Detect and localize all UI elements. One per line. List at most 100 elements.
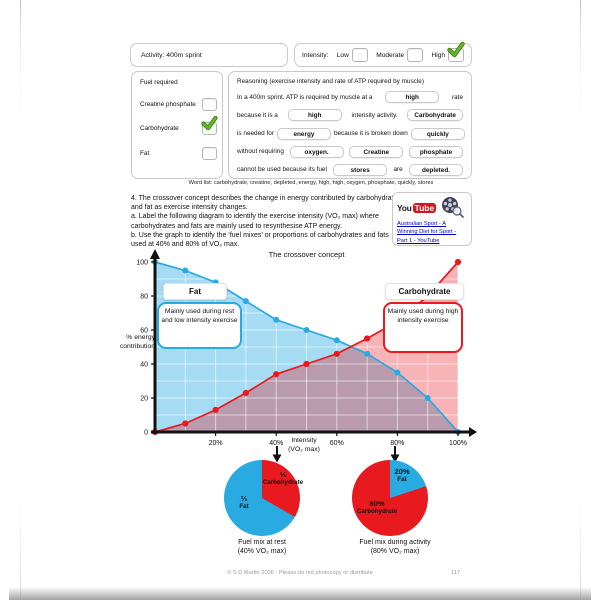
reasoning-text: because it is a (237, 111, 278, 119)
question-4b: b. Use the graph to identify the ‘fuel m… (131, 231, 389, 249)
pie-slice-value: ⅓ (279, 470, 287, 479)
fat-annotation-bubble: Mainly used during rest and low intensit… (157, 302, 242, 349)
pie-slice-name: Fat (397, 476, 407, 484)
intensity-low-checkbox[interactable] (351, 48, 368, 62)
check-icon (447, 42, 465, 58)
pie-caption-activity: Fuel mix during activity (80% VO₂ max) (337, 538, 453, 557)
reasoning-text: is needed for (237, 130, 274, 138)
pie-chart-rest (224, 460, 300, 536)
reasoning-line: is needed for energy because it is broken … (237, 127, 465, 140)
reasoning-lines: In a 400m sprint, ATP is required by mus… (237, 91, 465, 176)
intensity-low-label: Low (336, 51, 349, 59)
pie-slice-name: Carbohydrate (262, 479, 304, 487)
svg-text:100: 100 (136, 260, 148, 267)
answer-chip: high (287, 109, 342, 122)
question-4a: a. Label the following diagram to identi… (131, 213, 379, 230)
intensity-option-high: High (431, 42, 465, 62)
answer-chip: phosphate (408, 145, 463, 158)
y-axis-label: % energy contribution (119, 334, 155, 350)
youtube-logo-row: You Tube (397, 196, 467, 218)
pie-slice-label: ⅓ Carbohydrate (257, 470, 309, 487)
intensity-option-moderate: Moderate (376, 48, 424, 62)
fuel-fat-label: Fat (140, 149, 150, 157)
pie-slice-value: ⅔ (240, 494, 248, 503)
reasoning-text: are (393, 166, 403, 174)
fuel-creatine-checkbox[interactable] (202, 97, 217, 111)
page-bottom-shadow (9, 587, 591, 600)
svg-text:80: 80 (140, 294, 148, 301)
film-reel-icon (442, 197, 465, 218)
pie-caption-line1: Fuel mix during activity (359, 539, 431, 546)
page-edge-left (20, 0, 21, 600)
svg-text:40%: 40% (269, 440, 283, 447)
reasoning-line: because it is a high intensity activity. Ca… (237, 109, 463, 122)
activity-label: Activity: 400m sprint (141, 51, 202, 59)
svg-text:100%: 100% (449, 440, 467, 447)
answer-chip: stores (333, 163, 388, 176)
intensity-high-label: High (431, 51, 445, 59)
fuel-required-title: Fuel required (140, 79, 178, 86)
answer-chip: Creatine (349, 145, 404, 158)
reasoning-text: In a 400m sprint, ATP is required by mus… (237, 93, 373, 101)
fuel-option-creatine-phosphate: Creatine phosphate (132, 97, 222, 111)
svg-text:0: 0 (144, 430, 148, 437)
pie-chart-activity (352, 460, 428, 536)
svg-text:20%: 20% (209, 440, 223, 447)
pie-slice-label: ⅔ Fat (222, 494, 266, 511)
pie-caption-line1: Fuel mix at rest (238, 539, 286, 546)
pie-slice-value: 20% (394, 467, 410, 476)
reasoning-text: without requiring (237, 148, 284, 156)
youtube-logo-you: You (397, 203, 412, 213)
svg-text:20: 20 (140, 396, 148, 403)
reasoning-line: In a 400m sprint, ATP is required by mus… (237, 91, 463, 104)
svg-text:60%: 60% (330, 440, 344, 447)
question-4: 4. The crossover concept describes the c… (131, 194, 403, 249)
reasoning-box: Reasoning (exercise intensity and rate o… (228, 71, 472, 179)
reasoning-text: rate (451, 93, 463, 101)
pie-slice-value: 80% (369, 499, 385, 508)
fuel-carbohydrate-checkbox[interactable] (201, 116, 218, 135)
svg-text:80%: 80% (390, 440, 404, 447)
answer-chip: high (385, 91, 440, 104)
pie-slice-name: Carbohydrate (356, 508, 398, 516)
question-4-main: 4. The crossover concept describes the c… (131, 195, 398, 212)
pie-slice-label: 80% Carbohydrate (346, 499, 408, 516)
youtube-logo: You Tube (397, 198, 437, 216)
fuel-fat-checkbox[interactable] (202, 146, 217, 160)
intensity-option-low: Low (337, 48, 368, 62)
reasoning-text: cannot be used because its fuel (237, 166, 327, 174)
page-edge-right (580, 0, 581, 600)
fuel-required-box: Fuel required Creatine phosphate Carbohy… (131, 71, 223, 179)
reasoning-text: intensity activity. (351, 111, 398, 119)
copyright-footer: © S D Martin 2026 - Please do not photoc… (227, 570, 373, 576)
answer-chip: Carbohydrate (407, 109, 463, 122)
answer-chip: quickly (410, 127, 465, 140)
fat-series-label: Fat (163, 283, 227, 300)
reasoning-line: without requiring oxygen. Creatine phosphat… (237, 145, 463, 158)
pie-caption-line2: (80% VO₂ max) (370, 548, 420, 556)
fuel-option-fat: Fat (132, 146, 222, 160)
svg-text:40: 40 (140, 362, 148, 369)
reasoning-text: because it is broken down (333, 130, 408, 138)
carbohydrate-annotation-bubble: Mainly used during high intensity exerci… (383, 302, 463, 353)
intensity-moderate-label: Moderate (376, 51, 405, 59)
carbohydrate-series-label: Carbohydrate (385, 283, 464, 300)
down-arrow-icon (272, 446, 282, 468)
pie-slice-name: Fat (239, 503, 249, 511)
intensity-box: Intensity: Low Moderate High (294, 42, 472, 67)
youtube-logo-tube: Tube (412, 203, 437, 213)
svg-text:60: 60 (140, 328, 148, 335)
intensity-high-checkbox[interactable] (447, 42, 465, 62)
fuel-creatine-label: Creatine phosphate (140, 100, 196, 108)
pie-caption-rest: Fuel mix at rest (40% VO₂ max) (210, 538, 314, 557)
word-list: Word list: carbohydrate, creatine, deple… (188, 180, 434, 186)
fuel-carbohydrate-label: Carbohydrate (140, 125, 179, 132)
activity-box: Activity: 400m sprint (130, 43, 288, 67)
youtube-video-link[interactable]: Australian Sport - A Winning Diet for Sp… (397, 221, 457, 244)
svg-text:The crossover concept: The crossover concept (269, 250, 346, 259)
youtube-panel: You Tube Australian Sport - A Winning Die… (392, 192, 472, 246)
pie-slice-label: 20% Fat (382, 467, 422, 484)
intensity-moderate-checkbox[interactable] (407, 48, 424, 62)
answer-chip: energy (276, 127, 331, 140)
